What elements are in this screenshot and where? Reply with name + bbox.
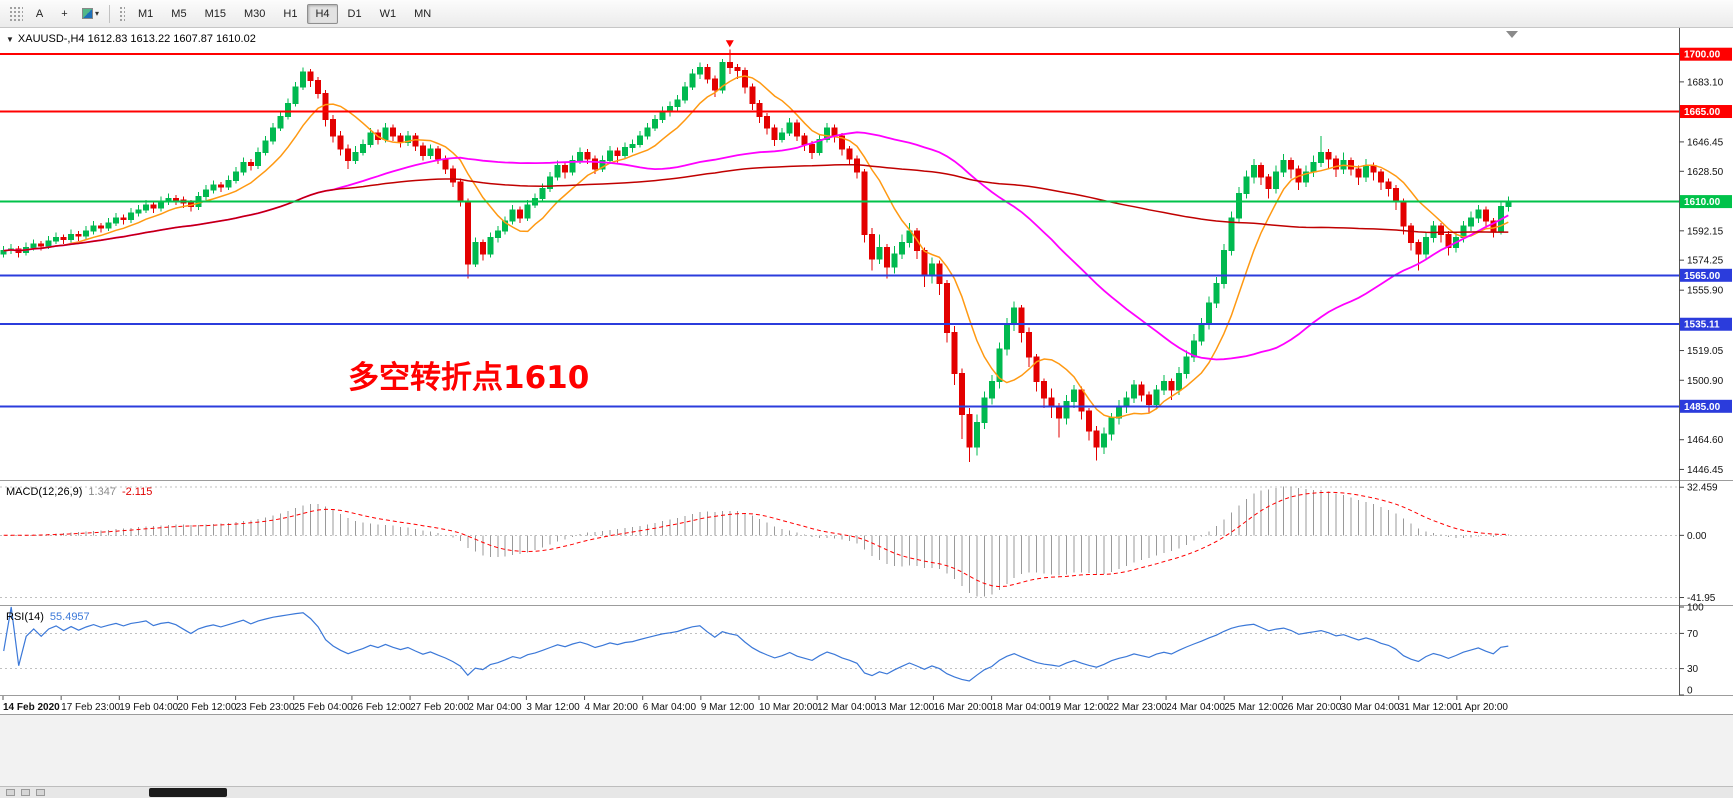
price-axis-tick: 1628.50	[1687, 167, 1724, 178]
rsi-value: 55.4957	[49, 611, 90, 623]
time-axis-label: 16 Mar 20:00	[933, 702, 992, 713]
time-axis-label: 3 Mar 12:00	[526, 702, 580, 713]
time-axis-label: 6 Mar 04:00	[643, 702, 697, 713]
price-axis-tag	[1680, 268, 1732, 282]
price-axis-tick: 1500.90	[1687, 376, 1724, 387]
price-axis-tag-label: 1700.00	[1684, 50, 1721, 61]
price-axis-tick: 1683.10	[1687, 77, 1724, 88]
ma-fast-line	[3, 75, 1509, 419]
macd-signal-value: -2.115	[121, 486, 153, 498]
rsi-axis-tick: 30	[1687, 664, 1699, 675]
rsi-axis-tick: 0	[1687, 686, 1693, 697]
symbol-label: ▼ XAUUSD-,H4 1612.83 1613.22 1607.87 1610…	[6, 33, 256, 45]
time-axis-label: 31 Mar 12:00	[1399, 702, 1458, 713]
price-axis-tick: 1519.05	[1687, 346, 1724, 357]
price-chart-canvas[interactable]: 1683.10 1646.45 1628.50 1592.15 1574.25 1555.…	[0, 28, 1733, 714]
time-axis-label: 14 Feb 2020	[3, 702, 60, 713]
time-axis-label: 20 Feb 12:00	[177, 702, 236, 713]
price-axis-tag	[1680, 105, 1732, 119]
time-axis-label: 25 Feb 04:00	[294, 702, 353, 713]
price-axis-tag-label: 1665.00	[1684, 107, 1721, 118]
macd-signal-line	[3, 491, 1509, 588]
time-axis-label: 4 Mar 20:00	[585, 702, 639, 713]
indicators-icon	[82, 8, 93, 19]
price-axis-tick: 1555.90	[1687, 286, 1724, 297]
price-axis-tick: 1464.60	[1687, 435, 1724, 446]
rsi-line	[3, 606, 1509, 682]
chart-shift-marker[interactable]	[1506, 31, 1518, 38]
macd-value: 1.347	[88, 486, 116, 498]
price-axis-tag-label: 1535.11	[1684, 320, 1720, 331]
timeframe-button-h1[interactable]: H1	[275, 4, 305, 24]
caret-down-icon: ▾	[95, 9, 100, 18]
time-axis-label: 18 Mar 04:00	[992, 702, 1051, 713]
time-axis-label: 9 Mar 12:00	[701, 702, 755, 713]
timeframe-button-m1[interactable]: M1	[130, 4, 161, 24]
rsi-axis-tick: 100	[1687, 603, 1704, 614]
time-axis-label: 17 Feb 23:00	[61, 702, 120, 713]
time-axis-label: 25 Mar 12:00	[1224, 702, 1283, 713]
timeframe-button-h4[interactable]: H4	[307, 3, 338, 24]
price-axis-tick: 1574.25	[1687, 256, 1724, 267]
toolbar: A + ▾ M1 M5 M15 M30 H1 H4 D1 W1 MN	[0, 0, 1733, 28]
timeframe-gripper-icon[interactable]	[119, 5, 126, 22]
price-axis-tick: 1446.45	[1687, 465, 1724, 476]
toolbar-gripper-icon[interactable]	[9, 5, 23, 22]
price-axis-tag	[1680, 317, 1732, 331]
macd-indicator-label: MACD(12,26,9) 1.347 -2.115	[6, 486, 152, 498]
chart-annotation-text[interactable]: 多空转折点1610	[348, 360, 590, 396]
time-axis-label: 26 Mar 20:00	[1282, 702, 1341, 713]
macd-axis-tick: 0.00	[1687, 531, 1707, 542]
bottom-bar-icon[interactable]	[6, 789, 15, 796]
indicators-dropdown-button[interactable]: ▾	[78, 3, 103, 24]
timeframe-button-m5[interactable]: M5	[163, 4, 194, 24]
timeframe-button-m30[interactable]: M30	[236, 4, 273, 24]
ma-slow-line	[3, 163, 1509, 252]
time-axis-label: 23 Feb 23:00	[236, 702, 295, 713]
symbol-ohlc-text: XAUUSD-,H4 1612.83 1613.22 1607.87 1610.…	[17, 33, 256, 45]
crosshair-tool-button[interactable]: +	[53, 3, 76, 24]
price-axis-tag	[1680, 399, 1732, 413]
timeframe-button-mn[interactable]: MN	[406, 4, 439, 24]
time-axis-label: 27 Feb 20:00	[410, 702, 469, 713]
time-axis-label: 2 Mar 04:00	[468, 702, 522, 713]
time-axis-label: 30 Mar 04:00	[1341, 702, 1400, 713]
timeframe-button-w1[interactable]: W1	[372, 4, 405, 24]
timeframe-button-d1[interactable]: D1	[340, 4, 370, 24]
bottom-bar-icon[interactable]	[21, 789, 30, 796]
time-axis-label: 19 Mar 12:00	[1050, 702, 1109, 713]
time-axis-label: 10 Mar 20:00	[759, 702, 818, 713]
terminal-panel-area	[0, 714, 1733, 786]
rsi-name: RSI(14)	[6, 611, 44, 623]
timeframe-button-m15[interactable]: M15	[197, 4, 234, 24]
macd-histogram	[10, 486, 1509, 597]
toolbar-separator	[109, 4, 111, 23]
collapse-icon[interactable]: ▼	[6, 35, 14, 44]
bottom-bar-icon[interactable]	[36, 789, 45, 796]
active-chart-tab-indicator[interactable]	[149, 788, 227, 797]
price-axis-tag	[1680, 47, 1732, 61]
macd-name: MACD(12,26,9)	[6, 486, 83, 498]
time-axis-label: 26 Feb 12:00	[352, 702, 411, 713]
price-axis-tag-label: 1565.00	[1684, 271, 1721, 282]
price-axis-tag	[1680, 195, 1732, 209]
time-axis-label: 12 Mar 04:00	[817, 702, 876, 713]
time-axis-label: 24 Mar 04:00	[1166, 702, 1225, 713]
time-axis-label: 1 Apr 20:00	[1457, 702, 1509, 713]
price-axis-tick: 1592.15	[1687, 226, 1724, 237]
chart-window[interactable]: 1683.10 1646.45 1628.50 1592.15 1574.25 1555.…	[0, 28, 1733, 714]
macd-axis-tick: 32.459	[1687, 483, 1718, 494]
bottom-bar	[0, 786, 1733, 798]
arrow-tool-button[interactable]: A	[28, 3, 51, 24]
time-axis-label: 19 Feb 04:00	[119, 702, 178, 713]
rsi-indicator-label: RSI(14) 55.4957	[6, 611, 90, 623]
time-axis-label: 13 Mar 12:00	[875, 702, 934, 713]
sell-arrow-annotation[interactable]	[725, 40, 734, 48]
macd-axis-tick: -41.95	[1687, 593, 1716, 604]
time-axis-label: 22 Mar 23:00	[1108, 702, 1167, 713]
price-axis-tag-label: 1485.00	[1684, 402, 1721, 413]
price-axis-tag-label: 1610.00	[1684, 197, 1721, 208]
rsi-axis-tick: 70	[1687, 629, 1699, 640]
price-axis-tick: 1646.45	[1687, 137, 1724, 148]
